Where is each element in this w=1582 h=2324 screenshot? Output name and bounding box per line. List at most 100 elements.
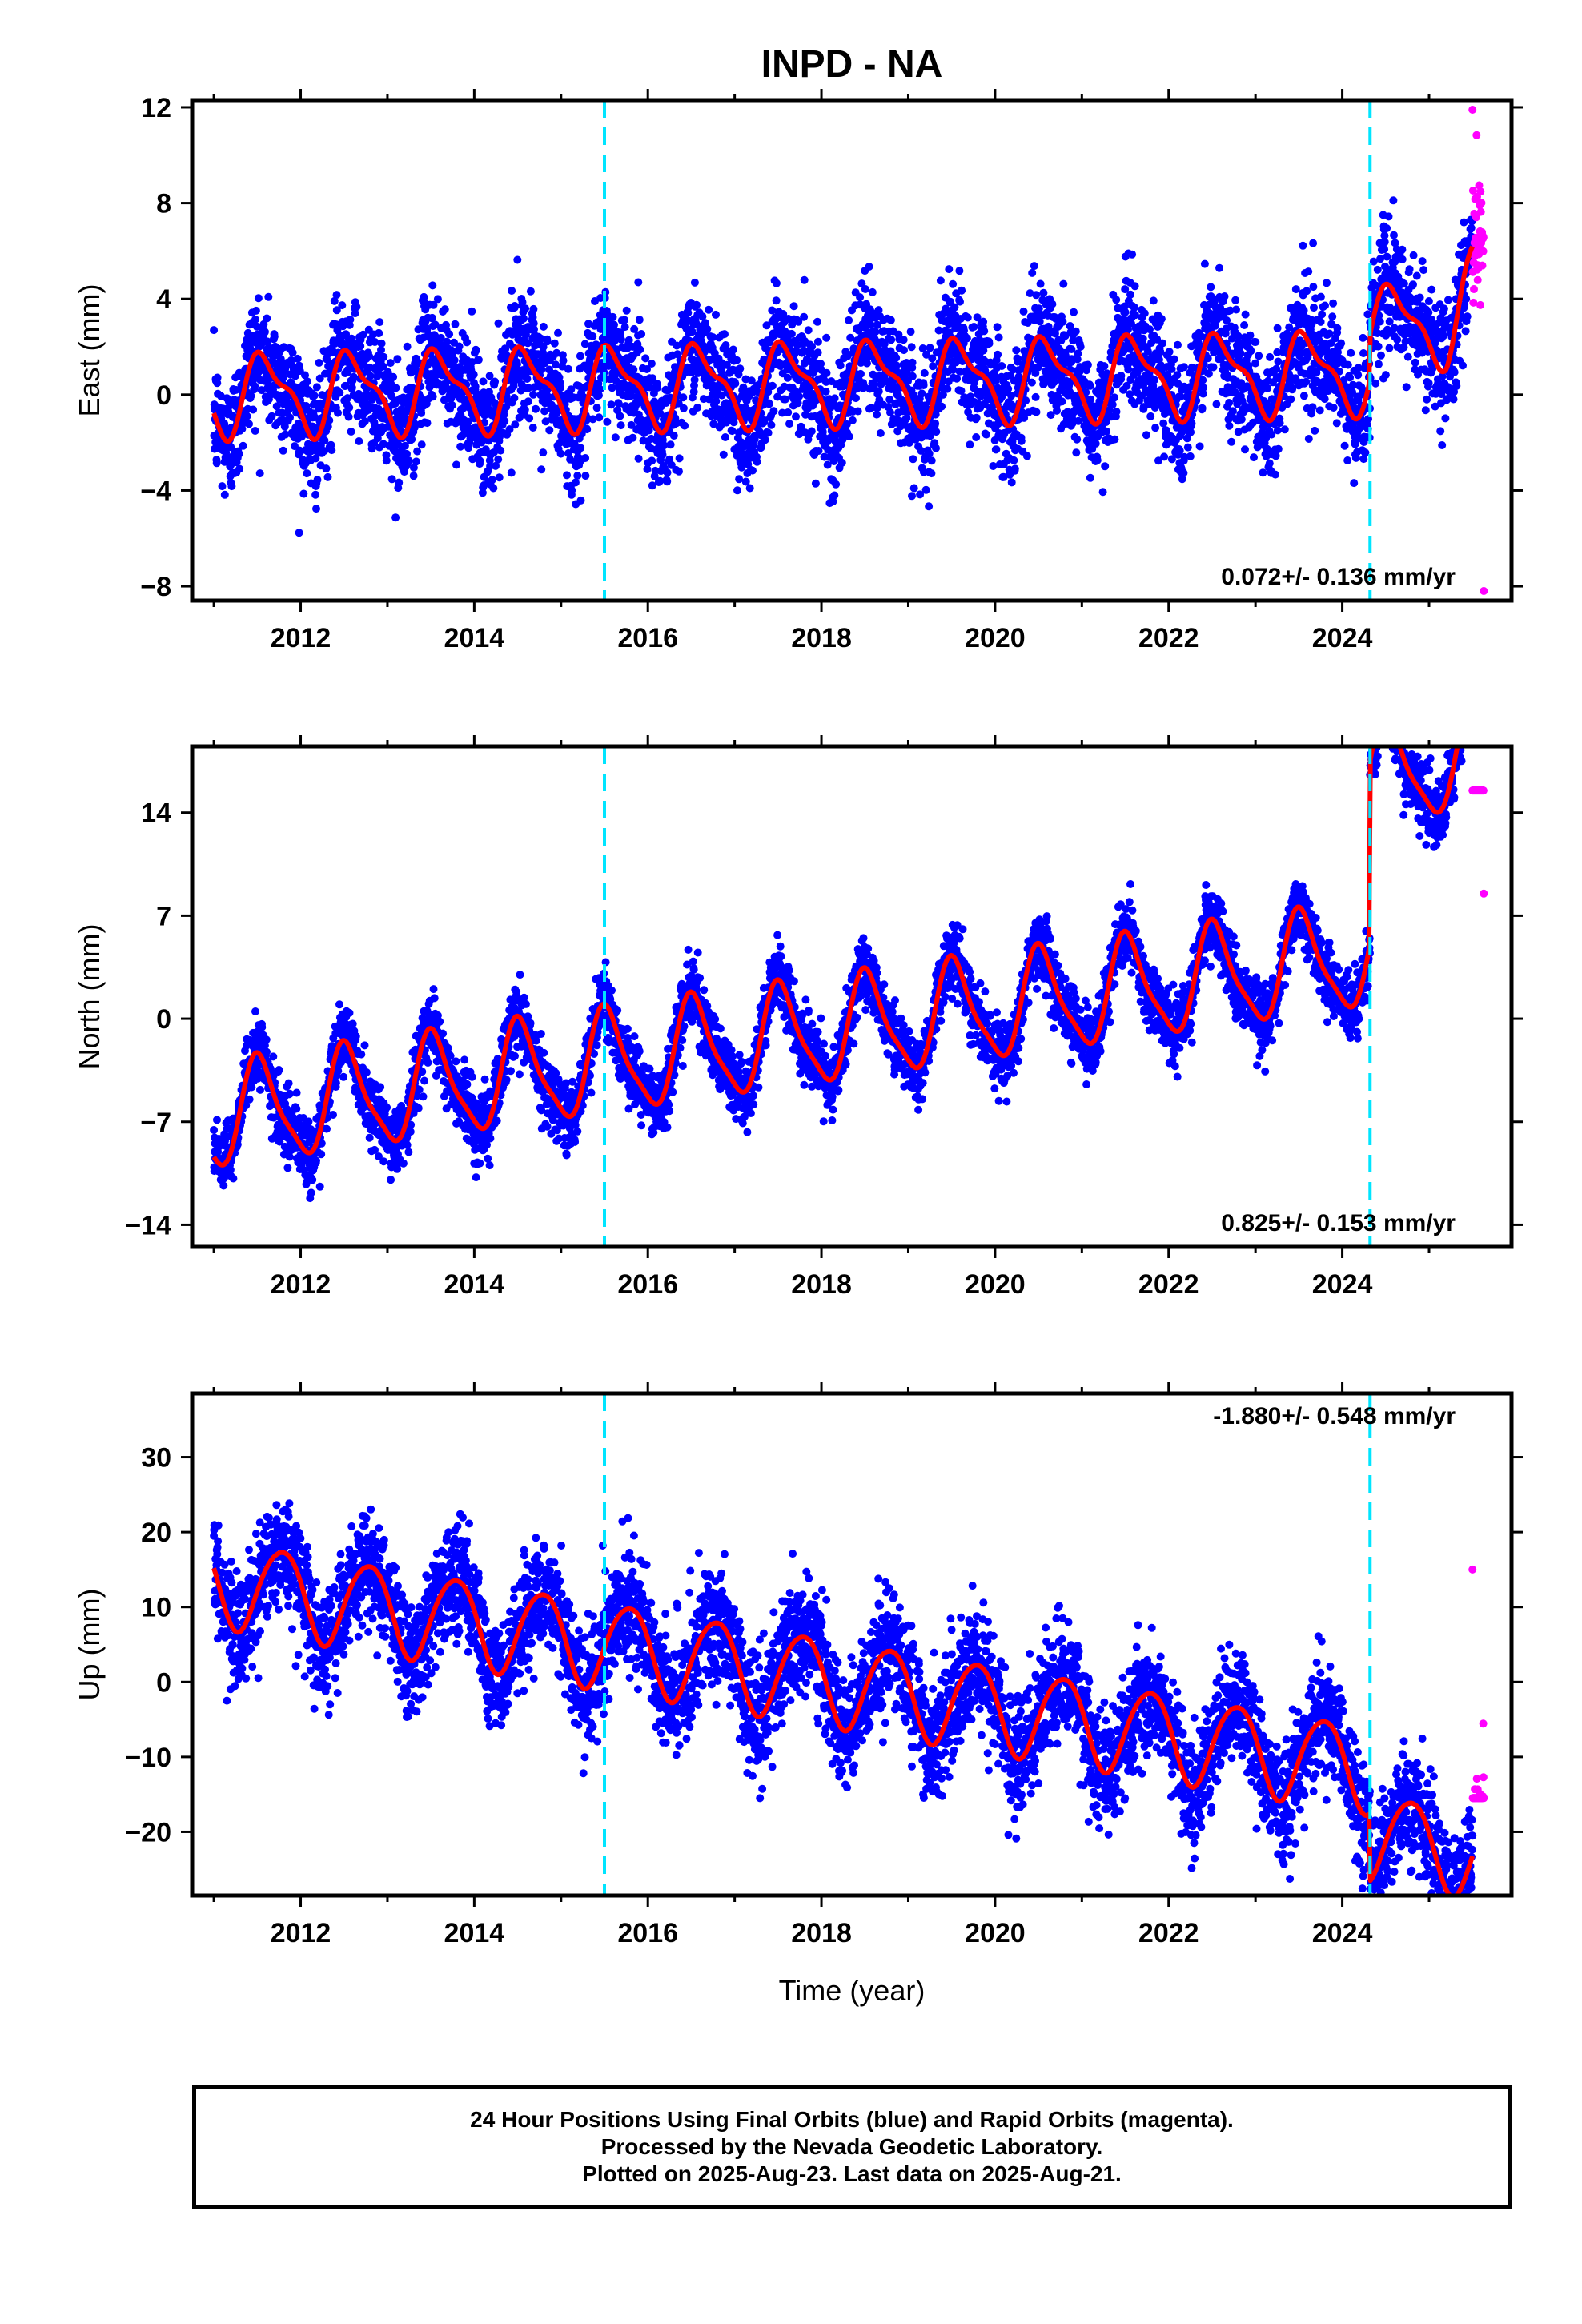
final-point: [1030, 262, 1038, 271]
final-point: [556, 384, 564, 392]
final-point: [272, 402, 281, 411]
final-point: [330, 296, 339, 305]
final-point: [610, 320, 618, 329]
final-point: [500, 416, 509, 425]
final-point: [428, 313, 436, 322]
final-point: [218, 482, 227, 491]
final-point: [583, 425, 592, 434]
final-point: [1108, 400, 1117, 409]
final-point: [1149, 296, 1158, 305]
final-point: [1374, 342, 1383, 351]
final-point: [1017, 436, 1026, 445]
final-point: [355, 437, 363, 445]
final-point: [472, 346, 480, 355]
final-point: [403, 449, 411, 458]
final-point: [1174, 340, 1182, 349]
final-point: [970, 323, 978, 331]
final-point: [425, 383, 434, 392]
final-point: [909, 484, 918, 493]
final-point: [634, 454, 643, 463]
final-point: [848, 416, 857, 424]
final-point: [1100, 362, 1109, 371]
final-point: [377, 339, 386, 348]
final-point: [1241, 310, 1250, 319]
final-point: [1203, 354, 1212, 363]
final-point: [529, 319, 538, 328]
final-point: [556, 449, 565, 458]
final-point: [998, 362, 1006, 370]
final-point: [892, 361, 901, 370]
final-point: [1010, 464, 1019, 473]
final-point: [550, 339, 559, 348]
final-point: [596, 385, 604, 393]
final-point: [792, 412, 800, 421]
final-point: [1010, 456, 1018, 464]
final-point: [1343, 360, 1352, 369]
final-point: [588, 332, 597, 340]
final-point: [379, 440, 387, 448]
final-point: [263, 314, 271, 323]
final-point: [524, 397, 532, 406]
final-point: [213, 373, 222, 382]
final-point: [556, 438, 564, 447]
final-point: [1389, 196, 1398, 205]
final-point: [989, 462, 998, 470]
final-point: [641, 354, 650, 363]
final-point: [1310, 304, 1318, 312]
final-point: [1377, 351, 1385, 360]
final-point: [603, 417, 612, 426]
final-point: [1343, 456, 1352, 464]
final-point: [1329, 299, 1338, 308]
final-point: [1315, 406, 1324, 415]
final-point: [982, 430, 990, 439]
final-point: [525, 414, 534, 423]
final-point: [1275, 419, 1284, 428]
final-point: [645, 383, 654, 392]
final-point: [861, 285, 869, 293]
final-point: [813, 337, 822, 346]
final-point: [476, 456, 484, 465]
final-point: [413, 447, 422, 456]
final-point: [673, 341, 681, 350]
final-point: [735, 475, 744, 484]
final-point: [288, 348, 297, 357]
final-point: [993, 323, 1002, 332]
final-point: [832, 480, 841, 489]
final-point: [264, 292, 273, 301]
final-point: [772, 296, 781, 305]
final-point: [338, 301, 347, 310]
final-point: [377, 345, 385, 354]
final-point: [395, 478, 404, 487]
final-point: [356, 342, 365, 351]
final-point: [1179, 468, 1188, 477]
final-point: [925, 449, 934, 458]
final-point: [1383, 252, 1391, 261]
final-point: [1158, 339, 1166, 348]
final-point: [1036, 279, 1045, 288]
final-point: [679, 404, 688, 412]
chart-title: INPD - NA: [761, 43, 943, 86]
final-point: [539, 322, 548, 331]
final-point: [315, 359, 323, 367]
final-point: [1098, 488, 1107, 497]
final-point: [635, 316, 644, 324]
final-point: [1142, 431, 1150, 440]
final-point: [448, 401, 456, 409]
final-point: [1287, 395, 1295, 404]
final-point: [643, 465, 652, 473]
final-point: [220, 490, 229, 499]
final-point: [1086, 381, 1094, 390]
final-point: [1019, 307, 1028, 316]
final-point: [1371, 379, 1380, 388]
final-point: [712, 396, 721, 405]
final-point: [736, 364, 745, 373]
final-point: [409, 472, 418, 480]
final-point: [1159, 419, 1168, 428]
final-point: [428, 392, 437, 401]
final-point: [451, 320, 460, 328]
final-point: [520, 314, 528, 323]
final-point: [1240, 321, 1249, 329]
final-point: [927, 456, 936, 465]
final-point: [813, 348, 822, 357]
